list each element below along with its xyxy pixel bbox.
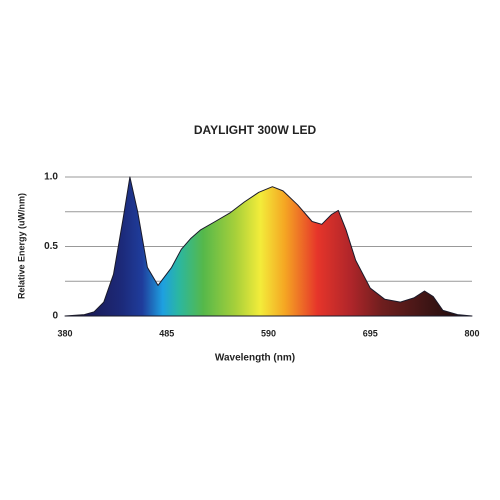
y-axis-label: Relative Energy (uW/nm) <box>16 193 26 299</box>
x-tick-label: 485 <box>159 328 174 338</box>
x-axis-label: Wavelength (nm) <box>215 353 295 364</box>
x-tick-label: 380 <box>57 328 72 338</box>
x-tick-label: 590 <box>261 328 276 338</box>
y-tick-label: 1.0 <box>44 172 58 183</box>
x-tick-label: 800 <box>464 328 479 338</box>
spectrum-area <box>64 176 473 317</box>
y-tick-label: 0 <box>52 311 58 322</box>
x-tick-label: 695 <box>363 328 378 338</box>
chart-title: DAYLIGHT 300W LED <box>194 123 317 137</box>
y-tick-label: 0.5 <box>44 241 58 252</box>
